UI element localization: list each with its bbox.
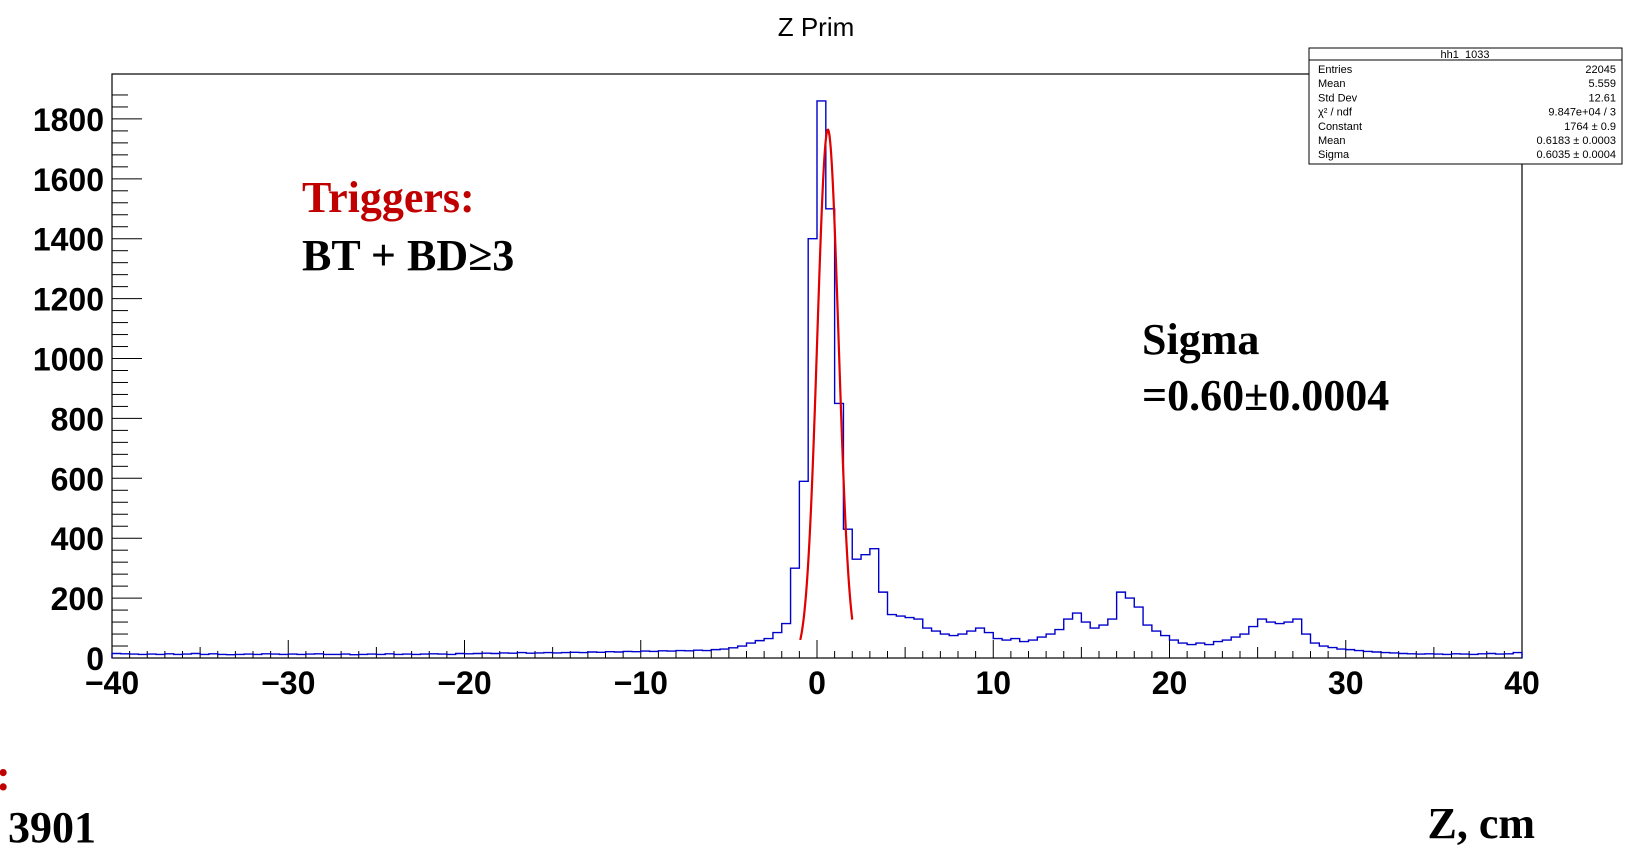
bottom-left-number: 3901 [8, 803, 96, 849]
stats-box-rows: Entries 22045 Mean 5.559 Std Dev 12.61 χ² / nd… [1318, 64, 1616, 161]
bottom-left-red-mark: : [0, 751, 11, 800]
stats-row-label: Mean [1318, 135, 1346, 147]
stats-box: hh1_1033 Entries 22045 Mean 5.559 Std Dev 12.… [1308, 47, 1623, 165]
x-tick-label: 30 [1328, 665, 1364, 701]
y-tick-label: 0 [86, 641, 104, 677]
stats-row-value: 1764 ± 0.9 [1564, 121, 1616, 133]
x-tick-label: −10 [614, 665, 668, 701]
x-tick-label: 20 [1152, 665, 1188, 701]
stats-row-value: 0.6035 ± 0.0004 [1537, 149, 1616, 161]
x-tick-label: 0 [808, 665, 826, 701]
y-tick-label: 1800 [33, 102, 104, 138]
stats-row-label: Mean [1318, 78, 1346, 90]
y-tick-label: 800 [51, 401, 104, 437]
y-axis: 0 200 400 600 800 1000 1200 1400 1600 1800 [33, 94, 142, 677]
stats-row-value: 0.6183 ± 0.0003 [1537, 135, 1616, 147]
stats-row-value: 22045 [1585, 64, 1616, 76]
x-tick-label: −40 [85, 665, 139, 701]
stats-box-frame [1308, 47, 1623, 165]
x-tick-label: 10 [975, 665, 1011, 701]
y-tick-label: 600 [51, 461, 104, 497]
sigma-annotation-label: Sigma [1142, 315, 1259, 364]
y-tick-label: 1600 [33, 162, 104, 198]
x-axis-title: Z, cm [1427, 799, 1535, 848]
stats-row-value: 12.61 [1588, 92, 1616, 104]
x-tick-label: 40 [1504, 665, 1540, 701]
stats-row-label: Constant [1318, 121, 1362, 133]
stats-row-value: 5.559 [1588, 78, 1616, 90]
histogram-line [111, 100, 1523, 658]
y-tick-label: 400 [51, 521, 104, 557]
chart-title: Z Prim [778, 12, 855, 42]
y-tick-label: 1000 [33, 342, 104, 378]
stats-row-label: Entries [1318, 64, 1353, 76]
triggers-value: BT + BD≥3 [302, 231, 514, 280]
x-tick-label: −20 [437, 665, 491, 701]
y-tick-label: 200 [51, 581, 104, 617]
y-tick-label: 1200 [33, 282, 104, 318]
stats-box-title: hh1_1033 [1441, 49, 1490, 61]
stats-row-label: χ² / ndf [1318, 107, 1353, 119]
triggers-label: Triggers: [302, 173, 475, 222]
gaussian-fit-curve [799, 128, 854, 641]
x-tick-label: −30 [261, 665, 315, 701]
x-axis: −40 −30 −20 −10 0 10 20 30 40 [85, 640, 1540, 701]
y-tick-label: 1400 [33, 222, 104, 258]
sigma-annotation-value: =0.60±0.0004 [1142, 371, 1389, 420]
stats-row-label: Std Dev [1318, 92, 1358, 104]
stats-row-value: 9.847e+04 / 3 [1548, 107, 1616, 119]
stats-row-label: Sigma [1318, 149, 1350, 161]
